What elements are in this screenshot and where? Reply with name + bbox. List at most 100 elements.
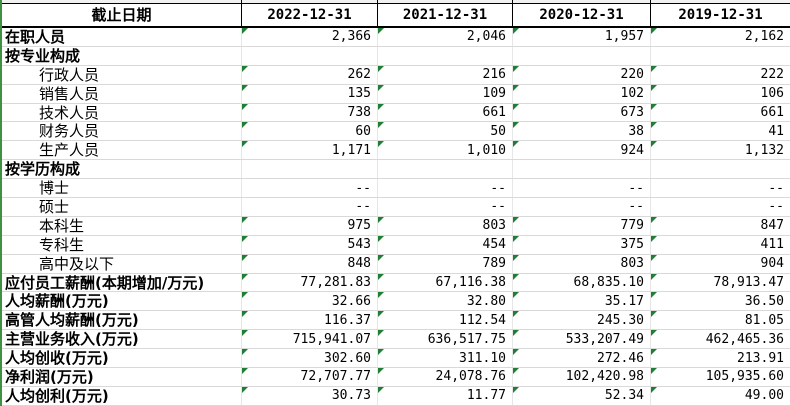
value-cell[interactable]: 2,046 xyxy=(378,28,513,46)
header-cell-cutoff-date[interactable]: 截止日期 xyxy=(2,4,242,26)
value-cell[interactable]: 102 xyxy=(513,84,651,103)
row-label-cell[interactable]: 高管人均薪酬(万元) xyxy=(2,311,242,330)
value-cell[interactable]: 30.73 xyxy=(242,386,378,405)
value-cell[interactable]: 262 xyxy=(242,65,378,84)
row-label-cell[interactable]: 在职人员 xyxy=(2,28,242,46)
value-cell[interactable]: 636,517.75 xyxy=(378,330,513,349)
value-cell[interactable]: -- xyxy=(513,179,651,198)
value-cell[interactable]: 216 xyxy=(378,65,513,84)
value-cell[interactable]: 220 xyxy=(513,65,651,84)
value-cell[interactable]: 245.30 xyxy=(513,311,651,330)
value-cell[interactable]: 738 xyxy=(242,103,378,122)
row-label-cell[interactable]: 专科生 xyxy=(2,235,242,254)
value-cell[interactable]: 975 xyxy=(242,216,378,235)
value-cell[interactable]: 78,913.47 xyxy=(651,273,790,292)
value-cell[interactable]: 49.00 xyxy=(651,386,790,405)
value-cell[interactable]: 35.17 xyxy=(513,292,651,311)
value-cell[interactable]: 803 xyxy=(513,254,651,273)
value-cell[interactable]: 105,935.60 xyxy=(651,368,790,386)
value-cell[interactable]: 411 xyxy=(651,235,790,254)
value-cell[interactable]: 106 xyxy=(651,84,790,103)
value-cell[interactable]: 272.46 xyxy=(513,349,651,368)
value-cell[interactable]: 715,941.07 xyxy=(242,330,378,349)
value-cell[interactable]: 789 xyxy=(378,254,513,273)
value-cell[interactable]: 52.34 xyxy=(513,386,651,405)
value-cell[interactable] xyxy=(378,46,513,65)
value-cell[interactable]: 11.77 xyxy=(378,386,513,405)
value-cell[interactable]: 904 xyxy=(651,254,790,273)
value-cell[interactable]: 533,207.49 xyxy=(513,330,651,349)
value-cell[interactable]: 543 xyxy=(242,235,378,254)
value-cell[interactable] xyxy=(513,46,651,65)
value-cell[interactable]: 779 xyxy=(513,216,651,235)
row-label-cell[interactable]: 主营业务收入(万元) xyxy=(2,330,242,349)
header-cell-date-2022[interactable]: 2022-12-31 xyxy=(242,4,378,26)
value-cell[interactable]: -- xyxy=(651,179,790,197)
value-cell[interactable] xyxy=(513,160,651,179)
value-cell[interactable]: 673 xyxy=(513,103,651,122)
value-cell[interactable]: 135 xyxy=(242,84,378,103)
value-cell[interactable]: 77,281.83 xyxy=(242,273,378,292)
row-label-cell[interactable]: 人均创利(万元) xyxy=(2,386,242,405)
row-label-cell[interactable]: 硕士 xyxy=(2,198,242,216)
value-cell[interactable]: 847 xyxy=(651,216,790,235)
value-cell[interactable]: 1,010 xyxy=(378,141,513,160)
value-cell[interactable]: 311.10 xyxy=(378,349,513,368)
value-cell[interactable]: 661 xyxy=(378,103,513,122)
value-cell[interactable]: -- xyxy=(242,198,378,216)
row-label-cell[interactable]: 应付员工薪酬(本期增加/万元) xyxy=(2,273,242,292)
value-cell[interactable]: -- xyxy=(378,198,513,216)
header-cell-date-2019[interactable]: 2019-12-31 xyxy=(678,7,763,23)
row-label-cell[interactable]: 按专业构成 xyxy=(2,46,242,65)
value-cell[interactable]: 41 xyxy=(651,122,790,140)
row-label-cell[interactable]: 博士 xyxy=(2,179,242,198)
value-cell[interactable]: 1,132 xyxy=(651,141,790,159)
value-cell[interactable]: -- xyxy=(242,179,378,198)
row-label-cell[interactable]: 行政人员 xyxy=(2,65,242,84)
value-cell[interactable]: 375 xyxy=(513,235,651,254)
row-label-cell[interactable]: 本科生 xyxy=(2,216,242,235)
value-cell[interactable] xyxy=(242,160,378,179)
value-cell[interactable]: -- xyxy=(513,198,651,216)
value-cell[interactable]: 109 xyxy=(378,84,513,103)
value-cell[interactable]: 60 xyxy=(242,122,378,141)
value-cell[interactable] xyxy=(242,46,378,65)
value-cell[interactable]: 222 xyxy=(651,65,790,84)
row-label-cell[interactable]: 人均创收(万元) xyxy=(2,349,242,368)
value-cell[interactable]: 36.50 xyxy=(651,292,790,310)
header-cell-date-2021[interactable]: 2021-12-31 xyxy=(378,4,513,26)
value-cell[interactable]: 213.91 xyxy=(651,349,790,367)
header-cell-date-2020[interactable]: 2020-12-31 xyxy=(513,4,651,26)
value-cell[interactable]: 454 xyxy=(378,235,513,254)
row-label-cell[interactable]: 生产人员 xyxy=(2,141,242,160)
value-cell[interactable]: 1,957 xyxy=(513,28,651,46)
value-cell[interactable]: 50 xyxy=(378,122,513,141)
value-cell[interactable]: 102,420.98 xyxy=(513,368,651,386)
value-cell[interactable]: 112.54 xyxy=(378,311,513,330)
value-cell[interactable]: 72,707.77 xyxy=(242,368,378,386)
value-cell[interactable]: 81.05 xyxy=(651,311,790,329)
value-cell[interactable]: 661 xyxy=(651,103,790,122)
row-label-cell[interactable]: 销售人员 xyxy=(2,84,242,103)
value-cell[interactable]: 116.37 xyxy=(242,311,378,330)
row-label-cell[interactable]: 人均薪酬(万元) xyxy=(2,292,242,311)
value-cell[interactable]: 803 xyxy=(378,216,513,235)
value-cell[interactable]: 924 xyxy=(513,141,651,160)
value-cell[interactable]: 38 xyxy=(513,122,651,141)
value-cell[interactable]: 302.60 xyxy=(242,349,378,368)
value-cell[interactable]: 24,078.76 xyxy=(378,368,513,386)
row-label-cell[interactable]: 技术人员 xyxy=(2,103,242,122)
value-cell[interactable]: 462,465.36 xyxy=(651,330,790,348)
value-cell[interactable] xyxy=(651,160,790,178)
row-label-cell[interactable]: 高中及以下 xyxy=(2,254,242,273)
value-cell[interactable]: 1,171 xyxy=(242,141,378,160)
value-cell[interactable]: 2,162 xyxy=(651,28,790,46)
value-cell[interactable] xyxy=(651,47,790,65)
value-cell[interactable]: 67,116.38 xyxy=(378,273,513,292)
row-label-cell[interactable]: 按学历构成 xyxy=(2,160,242,179)
row-label-cell[interactable]: 财务人员 xyxy=(2,122,242,141)
value-cell[interactable]: -- xyxy=(651,198,790,216)
value-cell[interactable]: 848 xyxy=(242,254,378,273)
value-cell[interactable]: 68,835.10 xyxy=(513,273,651,292)
value-cell[interactable]: -- xyxy=(378,179,513,198)
